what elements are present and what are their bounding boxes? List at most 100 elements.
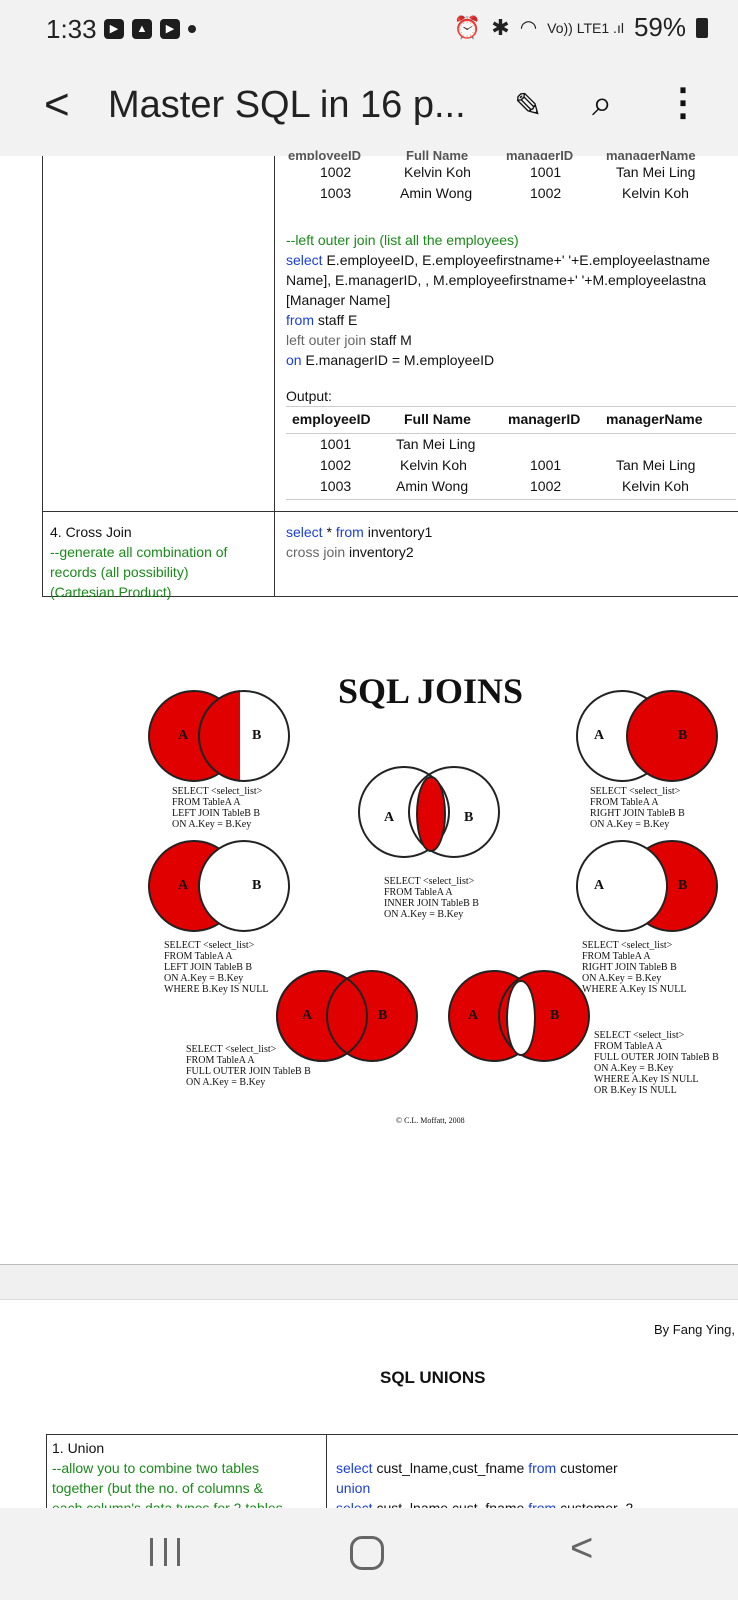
table-header-row: employeeID Full Name managerID managerNa… <box>286 406 736 434</box>
table-border-h <box>42 511 738 512</box>
venn-outline-a <box>276 970 368 1062</box>
label-b: B <box>378 1008 388 1023</box>
document-title: Master SQL in 16 p... <box>108 84 466 126</box>
cell: 1003 <box>320 185 352 201</box>
sql-full-outer: SELECT <select_list> FROM TableA A FULL … <box>186 1044 311 1088</box>
keyword: union <box>336 1480 371 1496</box>
cell: 1001 <box>320 436 352 452</box>
keyword: select <box>286 252 323 268</box>
label-b: B <box>678 728 688 743</box>
comment: --allow you to combine two tables <box>52 1460 259 1476</box>
cell: 1003 <box>320 478 352 494</box>
clock: 1:33 <box>46 14 97 44</box>
comment: records (all possibility) <box>50 564 189 580</box>
diagram-title: SQL JOINS <box>338 671 524 711</box>
back-nav-icon[interactable]: < <box>570 1526 594 1570</box>
table-border-mid <box>274 156 275 596</box>
code-text: staff M <box>366 332 412 348</box>
label-a: A <box>302 1008 313 1023</box>
cell: Kelvin Koh <box>622 185 689 201</box>
more-notifications-icon <box>188 25 196 33</box>
cell: 1001 <box>530 164 562 180</box>
table-row: 1002 Kelvin Koh 1001 Tan Mei Ling <box>286 457 736 478</box>
col-header: managerID <box>508 411 581 427</box>
label-b: B <box>464 810 474 825</box>
more-options-icon[interactable]: ⋮ <box>664 82 702 124</box>
play-icon: ▶ <box>160 19 180 39</box>
code-text: staff E <box>314 312 358 328</box>
sql-full-excluding: SELECT <select_list> FROM TableA A FULL … <box>594 1030 719 1096</box>
col-header: managerName <box>606 148 696 160</box>
cell: Kelvin Koh <box>404 164 471 180</box>
col-header: managerName <box>606 411 703 427</box>
sql-right-excluding: SELECT <select_list> FROM TableA A RIGHT… <box>582 940 687 995</box>
label-b: B <box>550 1008 560 1023</box>
wifi-icon: ◠ <box>519 17 538 39</box>
code-text: inventory2 <box>345 544 414 560</box>
keyword: left outer join <box>286 332 367 348</box>
label-b: B <box>678 878 688 893</box>
table-border-left <box>42 156 43 596</box>
copyright: © C.L. Moffatt, 2008 <box>396 1116 465 1125</box>
code-line: [Manager Name] <box>286 292 391 308</box>
col-header: managerID <box>506 148 574 160</box>
search-icon[interactable]: ⌕ <box>592 82 613 123</box>
battery-icon <box>696 17 708 38</box>
keyword: from <box>528 1460 557 1476</box>
cell: 1001 <box>530 457 562 473</box>
keyword: on <box>286 352 302 368</box>
navigation-bar: < <box>0 1508 738 1600</box>
top-table-header-cut: employeeID Full Name managerID managerNa… <box>288 148 728 160</box>
section-title: 1. Union <box>52 1440 105 1456</box>
venn-circle-b <box>198 840 290 932</box>
cell: 1002 <box>320 164 352 180</box>
table-row: 1002 Kelvin Koh 1001 Tan Mei Ling <box>288 164 728 185</box>
keyword: from <box>335 524 364 540</box>
label-b: B <box>252 728 262 743</box>
code-line: from staff E <box>286 310 738 330</box>
sql-left-excluding: SELECT <select_list> FROM TableA A LEFT … <box>164 940 269 995</box>
sql-right-join: SELECT <select_list> FROM TableA A RIGHT… <box>590 786 685 830</box>
document-page-2: By Fang Ying, SQL UNIONS 1. Union --allo… <box>0 1298 738 1516</box>
venn-circle-b <box>626 690 718 782</box>
author: By Fang Ying, <box>654 1322 735 1337</box>
code-text: inventory1 <box>363 524 433 540</box>
table-border-bottom <box>42 596 738 597</box>
code-text: E.managerID = M.employeeID <box>301 352 495 368</box>
sql-inner-join: SELECT <select_list> FROM TableA A INNER… <box>384 876 479 920</box>
keyword: select <box>286 524 323 540</box>
table-border-left <box>46 1434 47 1508</box>
code-text: cust_lname,cust_fname <box>372 1460 529 1476</box>
cell: Kelvin Koh <box>622 478 689 494</box>
section-title: 4. Cross Join <box>50 524 132 540</box>
cell: Amin Wong <box>400 185 473 201</box>
output-label: Output: <box>286 388 332 404</box>
cell: 1002 <box>530 185 562 201</box>
label-a: A <box>384 810 395 825</box>
keyword: from <box>286 312 314 328</box>
code-line: on E.managerID = M.employeeID <box>286 350 738 370</box>
sql-joins-diagram: SQL JOINS A B SELECT <select_list> FROM … <box>148 670 728 1130</box>
cell: 1002 <box>530 478 562 494</box>
label-b: B <box>252 878 262 893</box>
gallery-icon: ▲ <box>132 19 152 39</box>
code-block: --left outer join (list all the employee… <box>286 230 738 370</box>
edit-icon[interactable]: ✎ <box>514 87 543 125</box>
keyword: select <box>336 1460 373 1476</box>
cell: Tan Mei Ling <box>396 436 476 452</box>
code-comment: --left outer join (list all the employee… <box>286 232 519 248</box>
label-a: A <box>178 878 189 893</box>
recent-apps-icon[interactable] <box>150 1538 180 1568</box>
cell: 1002 <box>320 457 352 473</box>
label-a: A <box>594 878 605 893</box>
top-table: 1002 Kelvin Koh 1001 Tan Mei Ling 1003 A… <box>288 164 728 206</box>
back-icon[interactable]: < <box>44 80 70 129</box>
comment: --generate all combination of <box>50 544 228 560</box>
system-icons: ⏰ ✱ ◠ Vo)) LTE1 .ıl 59% <box>454 12 708 43</box>
venn-overlap <box>198 690 240 782</box>
youtube-icon: ▶ <box>104 19 124 39</box>
label-a: A <box>594 728 605 743</box>
label-a: A <box>468 1008 479 1023</box>
home-icon[interactable] <box>350 1536 384 1570</box>
union-description: 1. Union --allow you to combine two tabl… <box>52 1438 322 1518</box>
